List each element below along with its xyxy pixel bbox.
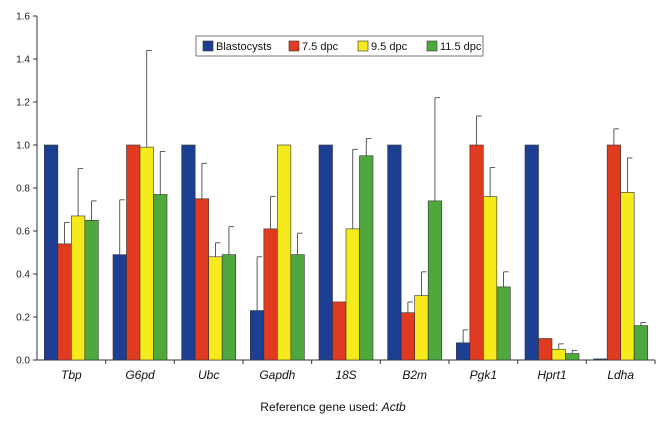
- bar-g6pd-11-5-dpc: [153, 194, 168, 361]
- legend-swatch: [426, 40, 438, 52]
- bar-gapdh-9-5-dpc: [277, 144, 292, 361]
- bar-tbp-blastocysts: [44, 144, 59, 361]
- bar-ldha-7-5-dpc: [606, 144, 621, 361]
- y-tick-label: 0.4: [16, 270, 30, 281]
- y-tick-label: 0.2: [16, 313, 30, 324]
- bar-gapdh-7-5-dpc: [263, 228, 278, 361]
- bar-b2m-9-5-dpc: [414, 295, 429, 361]
- bar-pgk1-11-5-dpc: [496, 286, 511, 361]
- bar-hprt1-11-5-dpc: [565, 353, 580, 361]
- caption-gene: Actb: [381, 400, 406, 414]
- bar-gapdh-11-5-dpc: [290, 254, 305, 361]
- bar-ldha-11-5-dpc: [633, 325, 648, 361]
- legend-box: [195, 35, 484, 57]
- y-tick-label: 0.8: [16, 184, 30, 195]
- y-tick-label: 1.6: [16, 12, 30, 23]
- x-tick-label-b2m: B2m: [402, 368, 427, 382]
- y-tick-label: 0.0: [16, 356, 30, 367]
- bar-pgk1-9-5-dpc: [483, 196, 498, 361]
- bar-chart: 0.0 0.2 0.4 0.6 0.8 1.0 1.2 1.4 1.6 Tbp G6pd Ubc Gap…: [16, 12, 656, 382]
- legend-label: 11.5 dpc: [440, 41, 482, 53]
- bar-18s-blastocysts: [318, 144, 333, 361]
- bar-g6pd-blastocysts: [112, 254, 127, 361]
- x-tick-label-gapdh: Gapdh: [259, 368, 295, 382]
- x-tick-label-ubc: Ubc: [198, 368, 219, 382]
- bar-hprt1-9-5-dpc: [551, 348, 566, 361]
- bar-gapdh-blastocysts: [250, 310, 265, 361]
- bar-tbp-9-5-dpc: [71, 215, 86, 361]
- chart-caption: Reference gene used: Actb: [0, 400, 666, 414]
- bar-ubc-blastocysts: [181, 144, 196, 361]
- bar-g6pd-9-5-dpc: [139, 146, 154, 361]
- legend-swatch: [288, 40, 300, 52]
- bar-tbp-7-5-dpc: [57, 243, 72, 361]
- bar-hprt1-7-5-dpc: [538, 338, 553, 361]
- bar-b2m-7-5-dpc: [400, 312, 415, 361]
- bar-pgk1-blastocysts: [456, 342, 471, 361]
- bar-18s-7-5-dpc: [332, 301, 347, 361]
- x-tick-label-18s: 18S: [335, 368, 356, 382]
- bar-hprt1-blastocysts: [524, 144, 539, 361]
- legend-label: Blastocysts: [216, 41, 272, 53]
- y-tick-label: 0.6: [16, 227, 30, 238]
- x-tick-label-pgk1: Pgk1: [470, 368, 497, 382]
- x-tick-label-g6pd: G6pd: [125, 368, 155, 382]
- bar-tbp-11-5-dpc: [84, 219, 99, 361]
- bar-18s-11-5-dpc: [359, 155, 374, 361]
- y-tick-label: 1.0: [16, 141, 30, 152]
- y-tick-label: 1.2: [16, 98, 30, 109]
- x-tick-label-ldha: Ldha: [607, 368, 634, 382]
- bar-ubc-9-5-dpc: [208, 256, 223, 361]
- legend-label: 9.5 dpc: [371, 41, 408, 53]
- legend-swatch: [357, 40, 369, 52]
- x-tick-label-hprt1: Hprt1: [537, 368, 566, 382]
- bar-ubc-7-5-dpc: [194, 198, 209, 361]
- bar-g6pd-7-5-dpc: [126, 144, 141, 361]
- bar-ldha-9-5-dpc: [620, 192, 635, 361]
- bar-18s-9-5-dpc: [345, 228, 360, 361]
- bar-ldha-blastocysts: [593, 358, 608, 361]
- legend-label: 7.5 dpc: [302, 41, 339, 53]
- caption-prefix: Reference gene used:: [260, 400, 382, 414]
- x-tick-label-tbp: Tbp: [61, 368, 82, 382]
- bar-pgk1-7-5-dpc: [469, 144, 484, 361]
- legend-swatch: [202, 40, 214, 52]
- bar-b2m-11-5-dpc: [427, 200, 442, 361]
- bar-ubc-11-5-dpc: [221, 254, 236, 361]
- y-tick-label: 1.4: [16, 55, 30, 66]
- bar-b2m-blastocysts: [387, 144, 402, 361]
